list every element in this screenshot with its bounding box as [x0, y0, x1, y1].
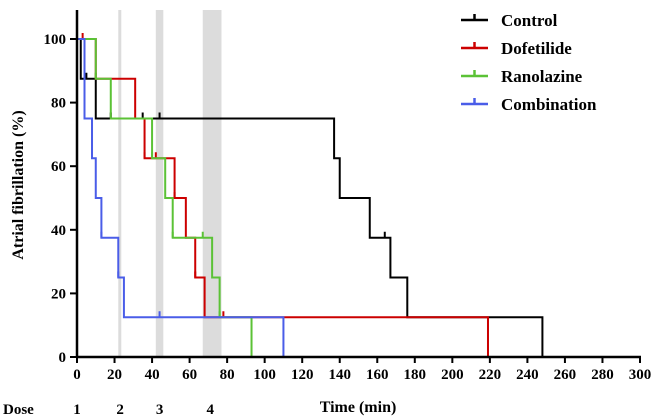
dose-bands [118, 10, 222, 357]
x-tick-label-220: 220 [479, 367, 502, 383]
series-layer [77, 33, 544, 357]
axes [75, 10, 641, 359]
dose-labels: 1 2 3 4 [73, 402, 214, 418]
x-tick-label-0: 0 [73, 367, 81, 383]
x-tick-label-160: 160 [366, 367, 389, 383]
x-tick-label-280: 280 [591, 367, 614, 383]
x-tick-label-200: 200 [441, 367, 464, 383]
series-line-ranolazine [77, 38, 253, 357]
legend-label-ranolazine: Ranolazine [501, 67, 583, 86]
x-tick-label-80: 80 [220, 367, 235, 383]
x-tick-label-260: 260 [554, 367, 577, 383]
x-tick-label-240: 240 [516, 367, 539, 383]
dose-label-4: 4 [206, 402, 214, 418]
y-tick-label-40: 40 [51, 223, 66, 239]
x-tick-label-100: 100 [253, 367, 276, 383]
dose-band-4 [202, 10, 222, 357]
series-line-control [77, 38, 544, 357]
y-tick-label-100: 100 [44, 32, 67, 48]
x-axis-label: Time (min) [320, 399, 397, 416]
legend-label-control: Control [501, 11, 558, 30]
legend-label-dofetilide: Dofetilide [501, 39, 572, 58]
y-tick-label-80: 80 [51, 96, 66, 112]
ticks: 0 20 40 60 80 100 120 140 160 180 200 220 240 260 280 3… [44, 32, 652, 383]
x-tick-label-300: 300 [629, 367, 652, 383]
series-line-dofetilide [77, 38, 489, 357]
series-line-combination [77, 38, 285, 357]
x-tick-label-60: 60 [182, 367, 197, 383]
dose-label-3: 3 [156, 402, 164, 418]
x-tick-label-180: 180 [404, 367, 427, 383]
dose-band-2 [118, 10, 122, 357]
dose-band-3 [155, 10, 164, 357]
y-axis-label: Atrial fibrillation (%) [10, 110, 27, 259]
dose-label-1: 1 [73, 402, 81, 418]
dose-label-2: 2 [116, 402, 124, 418]
x-tick-label-120: 120 [291, 367, 314, 383]
x-tick-label-140: 140 [328, 367, 351, 383]
x-tick-label-40: 40 [145, 367, 160, 383]
legend-label-combination: Combination [501, 95, 597, 114]
dose-row-label: Dose [3, 402, 34, 418]
x-tick-label-20: 20 [107, 367, 122, 383]
y-tick-label-20: 20 [51, 286, 66, 302]
y-tick-label-0: 0 [59, 350, 67, 366]
y-tick-label-60: 60 [51, 159, 66, 175]
legend: Control Dofetilide Ranolazine Combination [461, 11, 597, 114]
